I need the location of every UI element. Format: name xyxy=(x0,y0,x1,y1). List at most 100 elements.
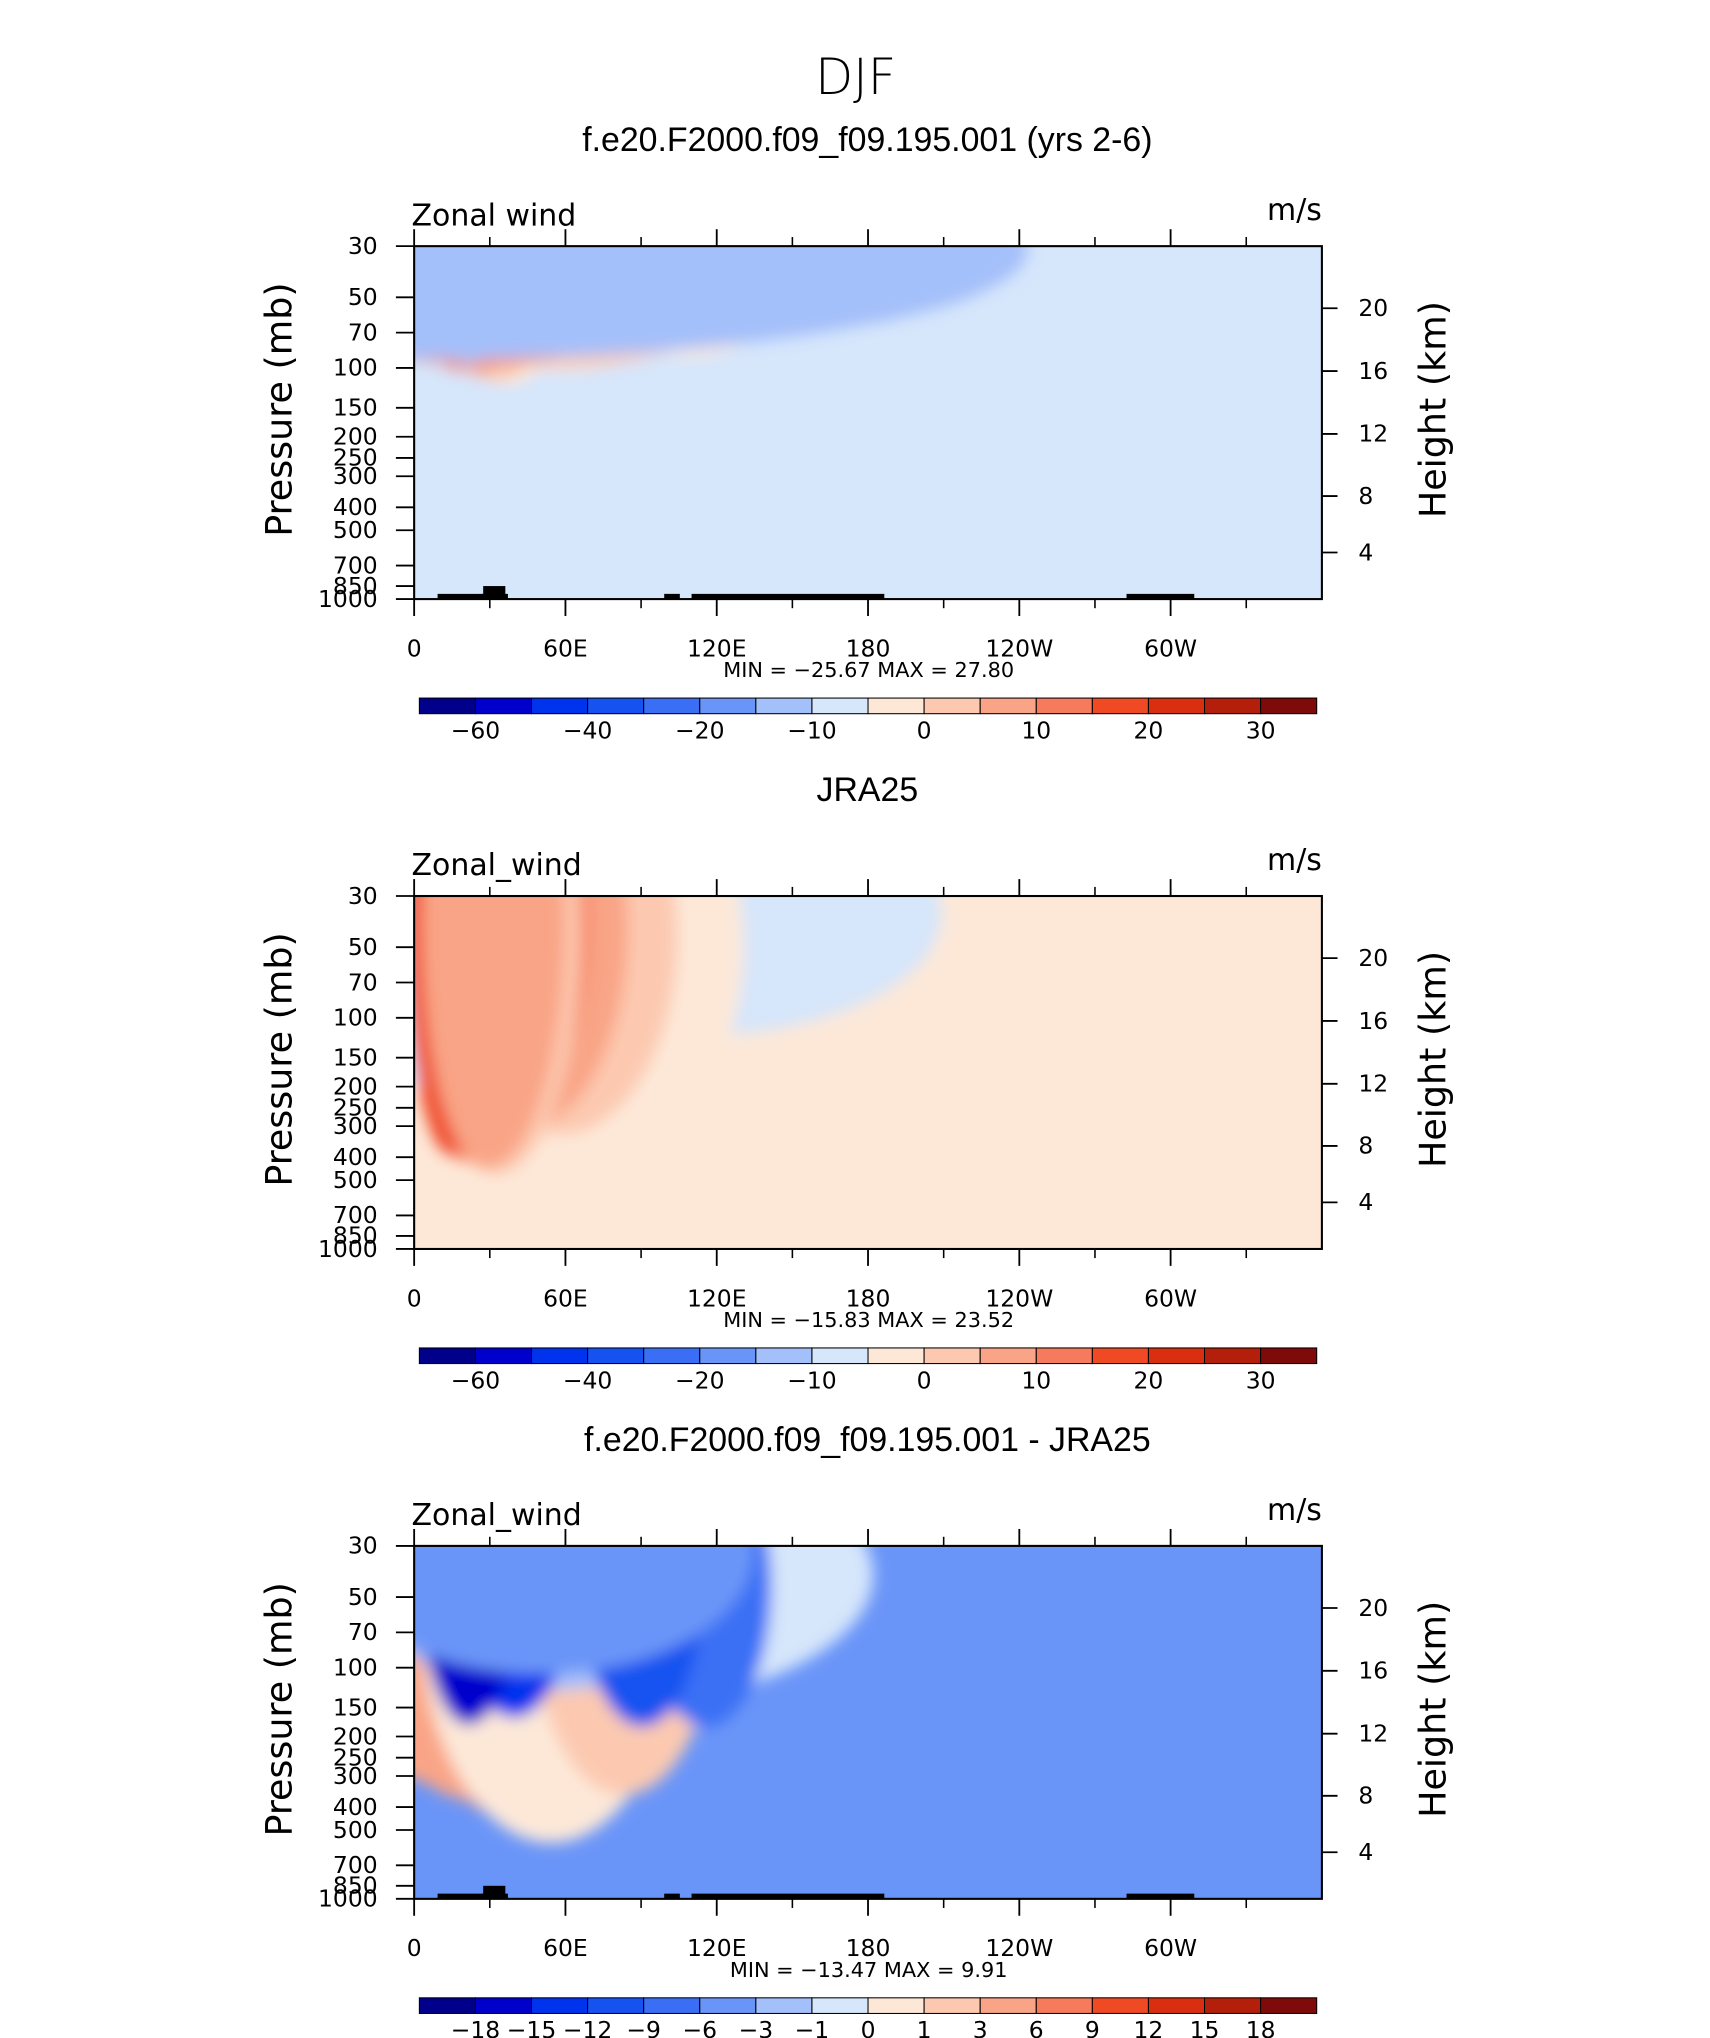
panel-title: f.e20.F2000.f09_f09.195.001 (yrs 2-6) xyxy=(582,121,1152,159)
y-tick-label: 700 xyxy=(333,1851,378,1879)
contour-field xyxy=(414,246,1322,600)
contour-region xyxy=(414,246,1028,360)
colorbar-swatch xyxy=(867,1997,925,2014)
x-tick-label: 60E xyxy=(543,634,588,662)
colorbar-swatch xyxy=(531,1347,589,1365)
y-tick-label: 250 xyxy=(333,1743,378,1771)
colorbar-label: −20 xyxy=(675,716,724,744)
y-right-tick-label: 16 xyxy=(1358,1007,1388,1035)
contour-region xyxy=(414,1545,754,1674)
y-tick-label: 700 xyxy=(333,1201,378,1229)
colorbar-swatch xyxy=(923,1347,981,1365)
variable-label: Zonal_wind xyxy=(412,1498,582,1533)
colorbar-swatch xyxy=(643,1997,701,2014)
y-tick-label: 30 xyxy=(348,1532,378,1560)
y-tick-label: 500 xyxy=(333,1816,378,1844)
colorbar-swatch xyxy=(1204,1997,1262,2014)
colorbar: −60 −40 −20 −10 0 10 20 30 xyxy=(418,1347,1318,1394)
y-tick-label: 1000 xyxy=(318,1885,378,1913)
colorbar-label: 18 xyxy=(1246,2016,1276,2038)
topography-mask xyxy=(1126,593,1195,600)
y-right-tick-label: 16 xyxy=(1358,357,1388,385)
colorbar-swatch xyxy=(699,1347,757,1365)
y-tick-label: 850 xyxy=(333,572,378,600)
y-tick-label: 30 xyxy=(348,232,378,260)
colorbar-swatch xyxy=(531,1997,589,2014)
colorbar-label: 30 xyxy=(1246,1366,1276,1394)
colorbar-swatch xyxy=(1147,697,1206,715)
colorbar-swatch xyxy=(979,1347,1037,1365)
panel-title: f.e20.F2000.f09_f09.195.001 - JRA25 xyxy=(584,1421,1151,1459)
topography-mask xyxy=(664,593,680,600)
colorbar-swatch xyxy=(474,1997,533,2014)
colorbar-label: −40 xyxy=(563,716,612,744)
colorbar-label: 0 xyxy=(861,2016,876,2038)
x-tick-label: 60E xyxy=(543,1284,588,1312)
colorbar-swatch xyxy=(867,697,925,715)
topography-mask xyxy=(1126,1893,1195,1899)
y-right-tick-label: 20 xyxy=(1358,1594,1388,1622)
colorbar-swatch xyxy=(1260,1997,1318,2014)
y-tick-label: 50 xyxy=(348,933,378,961)
colorbar-swatch xyxy=(418,1997,476,2014)
y-tick-label: 250 xyxy=(333,1094,378,1122)
colorbar-swatch xyxy=(1091,697,1149,715)
y-tick-label: 850 xyxy=(333,1222,378,1250)
colorbar-swatch xyxy=(1204,697,1262,715)
y-tick-label: 300 xyxy=(333,462,378,490)
topography-mask xyxy=(483,586,506,600)
variable-label: Zonal wind xyxy=(412,198,577,233)
colorbar-label: 3 xyxy=(973,2016,988,2038)
x-tick-label: 0 xyxy=(407,634,422,662)
panel-3: 0 60E 120E 180 120W 60W3050701001502002503004… xyxy=(258,1493,1455,2038)
y-right-axis-label: Height (km) xyxy=(1412,301,1455,518)
y-tick-label: 200 xyxy=(333,1722,378,1750)
colorbar-swatch xyxy=(979,1997,1037,2014)
y-tick-label: 300 xyxy=(333,1112,378,1140)
colorbar-swatch xyxy=(1091,1347,1149,1365)
y-axis-label: Pressure (mb) xyxy=(258,282,301,536)
y-axis-label: Pressure (mb) xyxy=(258,1582,301,1836)
colorbar-swatch xyxy=(867,1347,925,1365)
colorbar-label: −9 xyxy=(626,2016,661,2038)
y-axis-label: Pressure (mb) xyxy=(258,932,301,1186)
y-right-tick-label: 12 xyxy=(1358,1070,1388,1098)
colorbar-swatch xyxy=(755,1347,813,1365)
y-tick-label: 850 xyxy=(333,1872,378,1900)
y-tick-label: 30 xyxy=(348,882,378,910)
topography-mask xyxy=(437,1893,486,1899)
x-tick-label: 180 xyxy=(846,1934,891,1962)
x-tick-label: 0 xyxy=(407,1284,422,1312)
y-tick-label: 70 xyxy=(348,318,378,346)
colorbar-label: 20 xyxy=(1134,716,1164,744)
y-tick-label: 200 xyxy=(333,1072,378,1100)
y-right-tick-label: 12 xyxy=(1358,1719,1388,1747)
y-tick-label: 100 xyxy=(333,1653,378,1681)
colorbar-label: 0 xyxy=(917,716,932,744)
units-label: m/s xyxy=(1267,1493,1322,1528)
panel-title: JRA25 xyxy=(817,771,919,809)
colorbar-swatch xyxy=(418,697,476,715)
colorbar-swatch xyxy=(923,1997,981,2014)
y-tick-label: 70 xyxy=(348,1618,378,1646)
y-tick-label: 70 xyxy=(348,968,378,996)
colorbar-swatch xyxy=(1091,1997,1149,2014)
x-tick-label: 60E xyxy=(543,1934,588,1962)
colorbar-swatch xyxy=(1147,1997,1206,2014)
y-right-tick-label: 12 xyxy=(1358,420,1388,448)
colorbar-label: −40 xyxy=(563,1366,612,1394)
x-tick-label: 180 xyxy=(846,1284,891,1312)
units-label: m/s xyxy=(1267,843,1322,878)
colorbar-swatch xyxy=(699,697,757,715)
topography-mask xyxy=(483,1885,506,1899)
colorbar-swatch xyxy=(979,697,1037,715)
x-tick-label: 120W xyxy=(985,1284,1053,1312)
y-tick-label: 150 xyxy=(333,1693,378,1721)
colorbar-swatch xyxy=(474,1347,533,1365)
colorbar-label: 15 xyxy=(1190,2016,1220,2038)
variable-label: Zonal_wind xyxy=(412,848,582,883)
x-tick-label: 120E xyxy=(687,1284,747,1312)
y-right-axis-label: Height (km) xyxy=(1412,1601,1455,1818)
colorbar-swatch xyxy=(755,1997,813,2014)
